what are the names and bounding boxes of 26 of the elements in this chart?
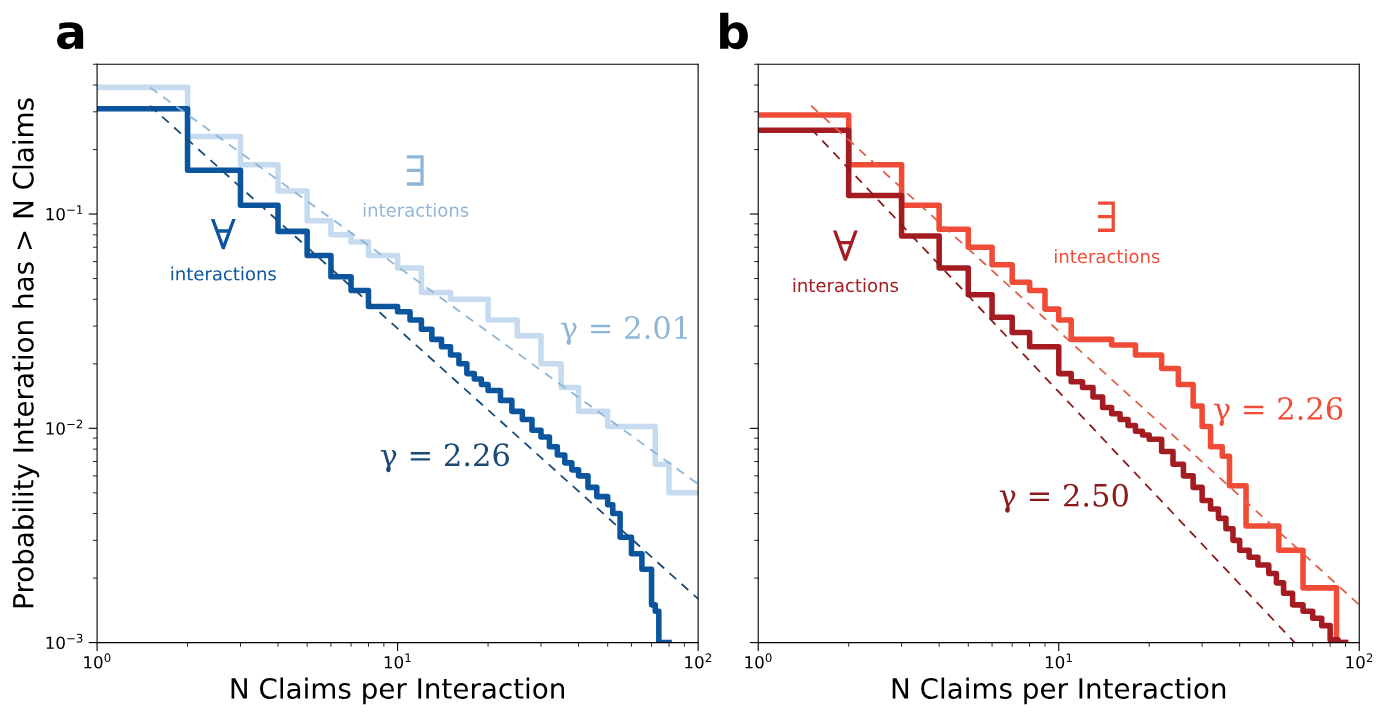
y-tick-label: 10$^{−1}$: [46, 205, 83, 221]
y-tick-label: 10$^{−3}$: [46, 633, 83, 650]
x-tick-label: 10$^{2}$: [685, 653, 712, 669]
x-axis-title: N Claims per Interaction: [231, 677, 564, 705]
x-tick-label: 10$^{1}$: [1045, 653, 1072, 669]
text: b: [720, 12, 748, 50]
annotation: ∃: [406, 155, 424, 186]
y-axis-title: Probability Interation has > N Claims: [12, 98, 40, 608]
annotation: interactions: [793, 278, 899, 293]
annotation: γ = 2.50: [999, 483, 1128, 513]
text: a: [57, 22, 84, 50]
annotation: interactions: [171, 266, 276, 281]
x-tick-label: 10$^{0}$: [745, 653, 772, 669]
annotation: ∃: [1098, 201, 1115, 232]
annotation: γ = 2.26: [380, 443, 509, 473]
annotation: ∀: [210, 218, 236, 250]
annotation: γ = 2.01: [560, 315, 687, 346]
annotation: interactions: [363, 203, 469, 217]
annotation: ∀: [832, 230, 858, 261]
annotation: γ = 2.26: [1214, 396, 1343, 427]
x-tick-label: 10$^{1}$: [384, 653, 411, 669]
y-tick-label: 10$^{−2}$: [46, 419, 83, 435]
x-axis-title: N Claims per Interaction: [892, 677, 1226, 705]
annotation: interactions: [1055, 249, 1160, 264]
x-tick-label: 10$^{0}$: [84, 653, 111, 669]
x-tick-label: 10$^{2}$: [1346, 653, 1373, 669]
